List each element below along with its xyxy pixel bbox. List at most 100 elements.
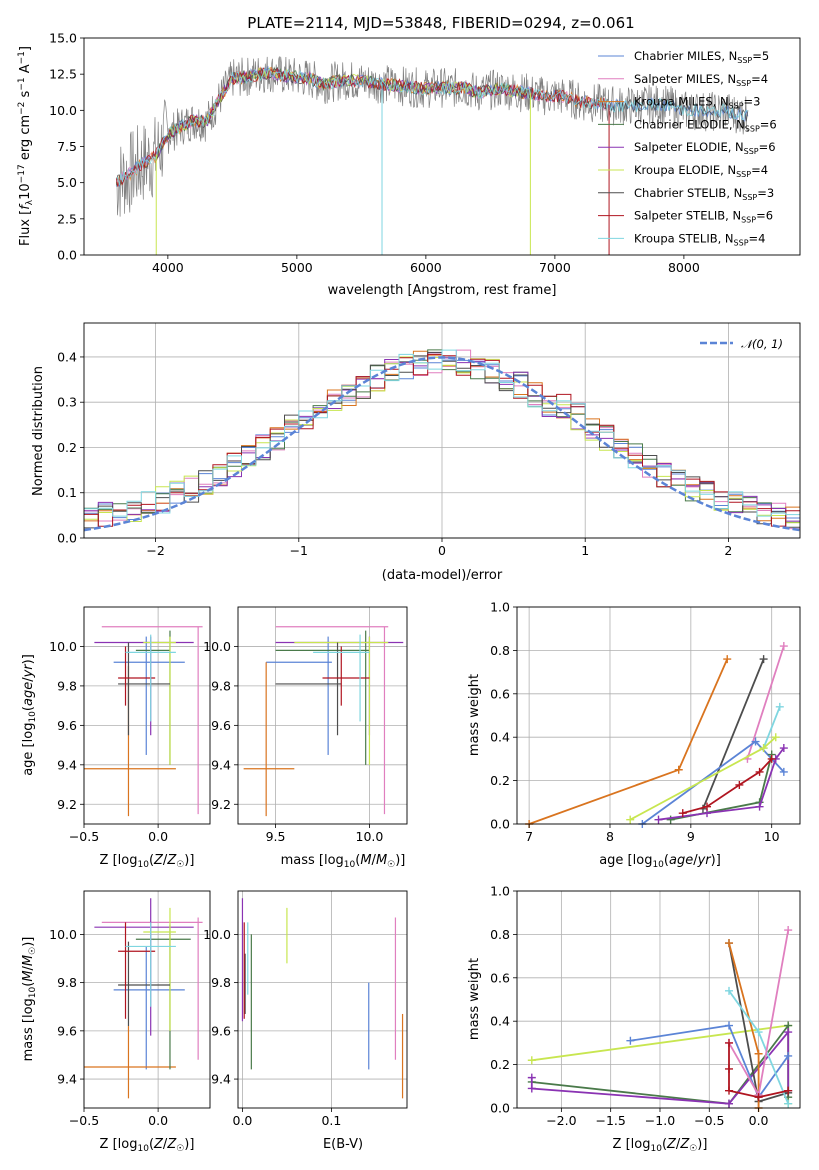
- y-tick-label: 9.4: [211, 1072, 231, 1087]
- ebv-mass-points: [241, 898, 404, 1099]
- legend-label: Kroupa STELIB, NSSP=4: [634, 231, 765, 247]
- ssp-marker: [725, 1064, 734, 1073]
- residual-panel: −2 −1 0 1 2 0.0 0.1 0.2 0.3 0.4 (data-model)/erro…: [31, 322, 801, 583]
- ssp-marker: [725, 939, 734, 948]
- x-tick-label: −0.5: [69, 1113, 99, 1128]
- ssp-marker: [784, 1099, 793, 1108]
- x-tick-label: 6000: [410, 260, 442, 275]
- y-tick-label: 9.2: [57, 797, 77, 812]
- ssp-marker: [784, 1028, 793, 1037]
- spectrum-xlabel: wavelength [Angstrom, rest frame]: [328, 283, 557, 298]
- residual-ylabel: Normed distribution: [31, 366, 46, 496]
- ssp-marker: [725, 986, 734, 995]
- x-tick-label: 2: [724, 543, 732, 558]
- y-tick-label: 0.4: [490, 730, 510, 745]
- x-tick-label: 0.0: [148, 829, 168, 844]
- model-spectrum-line: [154, 66, 529, 159]
- y-tick-label: 9.8: [211, 678, 231, 693]
- residual-histogram: [84, 349, 800, 517]
- ssp-marker: [754, 1049, 763, 1058]
- ssp-marker: [725, 1086, 734, 1095]
- normal-legend-label: 𝒩(0, 1): [741, 337, 783, 351]
- ssp-marker: [775, 702, 784, 711]
- y-tick-label: 0.0: [490, 1101, 510, 1116]
- x-tick-label: 0: [438, 543, 446, 558]
- z-mass-frame: [83, 890, 211, 1109]
- y-tick-label: 0.6: [490, 970, 510, 985]
- ssp-marker: [703, 802, 712, 811]
- ssp-marker: [678, 809, 687, 818]
- x-tick-label: 10: [764, 829, 780, 844]
- spectrum-panel: 4000 5000 6000 7000 8000 0.0 2.5 5.0 7.5 10.0 12.5…: [17, 31, 801, 298]
- y-tick-label: 1.0: [490, 884, 510, 899]
- ssp-marker: [527, 1056, 536, 1065]
- ssp-marker: [666, 815, 675, 824]
- legend-label: Salpeter ELODIE, NSSP=6: [634, 140, 776, 156]
- ssp-marker: [626, 1036, 635, 1045]
- y-tick-label: 9.6: [57, 718, 77, 733]
- ssp-marker: [527, 1084, 536, 1093]
- ssp-marker: [674, 765, 683, 774]
- y-tick-label: 9.6: [211, 1023, 231, 1038]
- spectrum-ylabel: Flux [fλ10−17 erg cm−2 s−1 A−1]: [17, 46, 35, 246]
- mass-weight-line: [702, 658, 765, 810]
- mass-age-points: [243, 626, 404, 817]
- legend-label: Salpeter MILES, NSSP=4: [634, 72, 768, 88]
- normal-curve: [83, 356, 801, 532]
- model-spectrum-line: [116, 67, 749, 186]
- x-tick-label: 7: [525, 829, 533, 844]
- y-tick-label: 9.4: [57, 1072, 77, 1087]
- y-tick-label: 9.8: [57, 975, 77, 990]
- age-weight-panel: 7 8 9 10 0.0 0.2 0.4 0.6 0.8 1.0 age [log10(age/y…: [467, 600, 801, 870]
- mass-weight-line: [630, 1024, 789, 1100]
- x-tick-label: 5000: [281, 260, 313, 275]
- residual-histograms: [83, 349, 801, 532]
- spectrum-legend: Chabrier MILES, NSSP=5 Salpeter MILES, NS…: [598, 49, 777, 247]
- legend-label: Kroupa MILES, NSSP=3: [634, 95, 760, 111]
- ssp-marker: [754, 1028, 763, 1037]
- z-weight-xlabel: Z [log10(Z/Z☉)]: [613, 1137, 708, 1154]
- y-tick-label: 0.0: [57, 248, 77, 263]
- ssp-marker: [779, 767, 788, 776]
- y-tick-label: 15.0: [49, 31, 77, 46]
- y-tick-label: 9.4: [57, 757, 77, 772]
- model-spectrum-line: [115, 67, 606, 187]
- ssp-marker: [626, 815, 635, 824]
- ssp-marker: [723, 655, 732, 664]
- ssp-marker: [654, 815, 663, 824]
- residual-legend: 𝒩(0, 1): [700, 337, 783, 351]
- y-tick-label: 0.3: [57, 395, 77, 410]
- x-tick-label: 8: [606, 829, 614, 844]
- residual-xlabel: (data-model)/error: [382, 568, 503, 583]
- ssp-marker: [779, 744, 788, 753]
- y-tick-label: 0.2: [490, 773, 510, 788]
- mass-age-xlabel: mass [log10(M/M☉)]: [281, 853, 406, 870]
- ssp-marker: [735, 780, 744, 789]
- mass-weight-line: [528, 658, 729, 825]
- z-age-panel: −0.5 0.09.29.49.69.810.0 Z [log10(Z/Z☉)] …: [21, 606, 211, 870]
- x-tick-label: −1: [290, 543, 308, 558]
- ssp-marker: [725, 1099, 734, 1108]
- ssp-marker: [754, 1093, 763, 1102]
- z-age-xlabel: Z [log10(Z/Z☉)]: [100, 853, 195, 870]
- x-tick-label: 0.0: [148, 1113, 168, 1128]
- y-tick-label: 0.0: [57, 531, 77, 546]
- age-weight-ylabel: mass weight: [467, 674, 482, 756]
- y-tick-label: 0.6: [490, 686, 510, 701]
- ssp-marker: [759, 744, 768, 753]
- x-tick-label: 4000: [152, 260, 184, 275]
- legend-label: Chabrier ELODIE, NSSP=6: [634, 117, 777, 133]
- y-tick-label: 9.6: [57, 1023, 77, 1038]
- x-tick-label: −1.5: [595, 1113, 625, 1128]
- y-tick-label: 10.0: [49, 927, 77, 942]
- y-tick-label: 0.2: [490, 1057, 510, 1072]
- ssp-marker: [771, 733, 780, 742]
- y-tick-label: 0.8: [490, 643, 510, 658]
- y-tick-label: 9.8: [211, 975, 231, 990]
- x-tick-label: −0.5: [69, 829, 99, 844]
- z-age-ylabel: age [log10(age/yr)]: [21, 654, 38, 776]
- y-tick-label: 0.2: [57, 440, 77, 455]
- ssp-marker: [725, 1038, 734, 1047]
- ssp-marker: [784, 1086, 793, 1095]
- y-tick-label: 10.0: [49, 639, 77, 654]
